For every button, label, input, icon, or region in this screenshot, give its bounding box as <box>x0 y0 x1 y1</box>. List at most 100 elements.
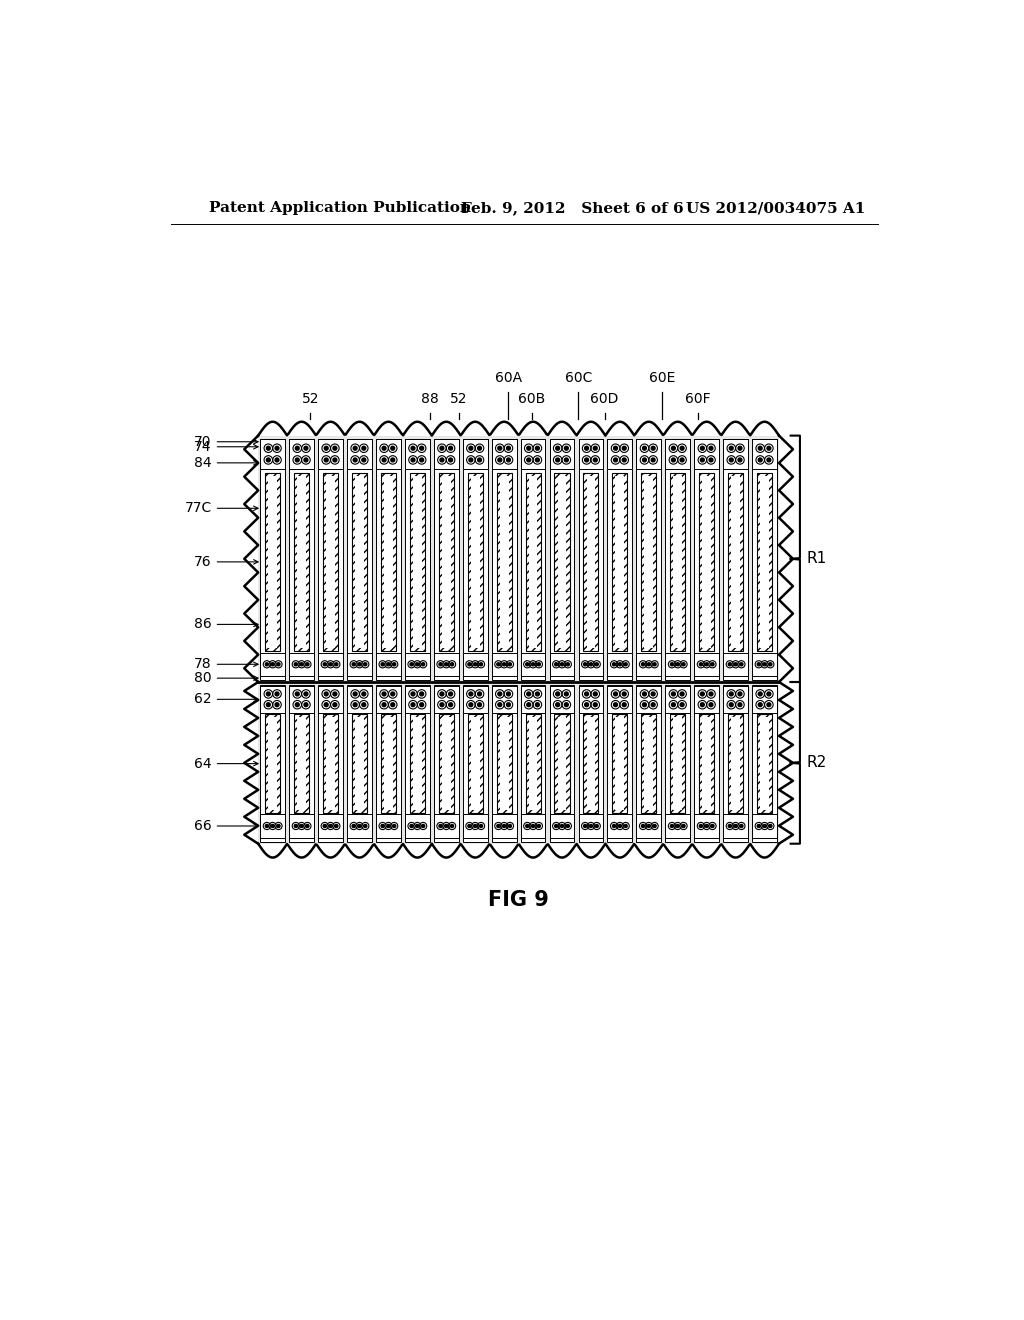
Bar <box>289 685 314 842</box>
Bar <box>757 473 772 651</box>
Bar <box>607 685 632 842</box>
Circle shape <box>381 825 384 828</box>
Bar <box>694 685 719 842</box>
Polygon shape <box>258 418 779 436</box>
Bar <box>641 473 656 651</box>
Circle shape <box>700 702 705 706</box>
Circle shape <box>275 692 279 696</box>
Circle shape <box>758 692 762 696</box>
Circle shape <box>304 702 308 706</box>
Bar <box>497 473 512 651</box>
Bar <box>376 438 400 681</box>
Circle shape <box>304 692 308 696</box>
Bar <box>760 718 769 810</box>
Circle shape <box>444 663 447 665</box>
Circle shape <box>440 692 443 696</box>
Circle shape <box>706 825 709 828</box>
Circle shape <box>382 446 386 450</box>
Bar <box>579 438 603 681</box>
Circle shape <box>763 825 766 828</box>
Circle shape <box>508 663 511 665</box>
Bar <box>520 440 546 469</box>
Circle shape <box>757 825 760 828</box>
Circle shape <box>584 663 587 665</box>
Text: R1: R1 <box>806 552 826 566</box>
Circle shape <box>325 446 328 450</box>
Bar <box>441 718 451 810</box>
Circle shape <box>641 663 644 665</box>
Bar <box>260 438 285 681</box>
Circle shape <box>275 458 279 462</box>
Bar <box>463 685 487 842</box>
Bar <box>525 714 541 813</box>
Bar <box>326 718 335 810</box>
Circle shape <box>479 825 482 828</box>
Circle shape <box>653 825 656 828</box>
Text: 80: 80 <box>195 671 258 685</box>
Circle shape <box>767 446 771 450</box>
Bar <box>520 686 546 713</box>
Bar <box>644 475 653 648</box>
Bar <box>728 714 743 813</box>
Circle shape <box>420 692 424 696</box>
Circle shape <box>590 663 593 665</box>
Circle shape <box>271 825 274 828</box>
Circle shape <box>560 663 563 665</box>
Circle shape <box>353 458 357 462</box>
Bar <box>468 714 482 813</box>
Circle shape <box>700 458 705 462</box>
Circle shape <box>333 692 337 696</box>
Bar <box>318 653 343 676</box>
Circle shape <box>593 446 597 450</box>
Circle shape <box>676 663 679 665</box>
Circle shape <box>265 663 268 665</box>
Circle shape <box>503 663 506 665</box>
Bar <box>615 475 625 648</box>
Bar <box>637 438 662 681</box>
Bar <box>492 685 516 842</box>
Bar <box>699 714 714 813</box>
Bar <box>607 653 632 676</box>
Circle shape <box>508 825 511 828</box>
Circle shape <box>325 458 328 462</box>
Circle shape <box>709 692 713 696</box>
Circle shape <box>734 663 737 665</box>
Bar <box>723 440 748 469</box>
Bar <box>323 714 338 813</box>
Bar <box>318 686 343 713</box>
Bar <box>757 714 772 813</box>
Circle shape <box>266 458 270 462</box>
Text: 60A: 60A <box>495 371 522 385</box>
Circle shape <box>769 825 772 828</box>
Circle shape <box>555 663 558 665</box>
Circle shape <box>477 458 481 462</box>
Bar <box>723 686 748 713</box>
Bar <box>492 653 516 676</box>
Bar <box>723 685 748 842</box>
Bar <box>674 718 682 810</box>
Circle shape <box>728 825 731 828</box>
Bar <box>760 475 769 648</box>
Bar <box>520 685 546 842</box>
Bar <box>434 440 459 469</box>
Circle shape <box>440 458 443 462</box>
Text: 60D: 60D <box>591 392 618 407</box>
Text: 76: 76 <box>195 554 258 569</box>
Bar <box>558 718 566 810</box>
Bar <box>528 475 538 648</box>
Circle shape <box>556 692 559 696</box>
Circle shape <box>728 663 731 665</box>
Circle shape <box>555 825 558 828</box>
Circle shape <box>647 825 650 828</box>
Bar <box>587 718 595 810</box>
Circle shape <box>295 692 299 696</box>
Bar <box>404 685 430 842</box>
Circle shape <box>358 663 361 665</box>
Bar <box>753 653 777 676</box>
Circle shape <box>361 458 366 462</box>
Circle shape <box>266 702 270 706</box>
Bar <box>674 475 682 648</box>
Circle shape <box>564 692 568 696</box>
Bar <box>376 440 400 469</box>
Circle shape <box>304 458 308 462</box>
